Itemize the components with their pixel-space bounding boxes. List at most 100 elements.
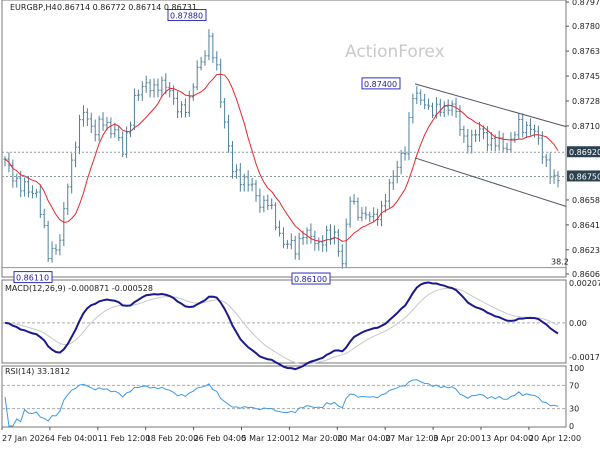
price-bar	[152, 78, 156, 98]
price-bar	[58, 234, 62, 256]
price-bar	[544, 153, 548, 167]
price-bar	[250, 177, 254, 192]
time-tick-label: 18 Feb 20:00	[146, 434, 198, 443]
rsi-axis-label: 100	[569, 364, 584, 373]
price-bar	[270, 198, 274, 210]
price-bar	[242, 173, 246, 192]
price-bar	[199, 56, 203, 71]
price-bar	[360, 207, 364, 222]
price-bar	[462, 125, 466, 143]
price-annotation-box	[167, 9, 207, 22]
macd-axis-label: -0.001778	[569, 353, 600, 362]
price-bar	[399, 150, 403, 175]
price-bar	[211, 32, 215, 63]
price-tick-label: 0.87105	[572, 122, 600, 131]
price-bar	[93, 119, 97, 142]
price-bar	[348, 196, 352, 228]
time-tick-label: 13 Apr 04:00	[481, 434, 533, 443]
price-bar	[415, 86, 419, 105]
time-tick-label: 3 Apr 20:00	[433, 434, 480, 443]
price-bar	[219, 58, 223, 109]
pane-frame-1	[1, 279, 567, 364]
price-bar	[238, 163, 242, 192]
price-bar	[230, 141, 234, 179]
price-bar	[81, 105, 85, 127]
time-tick-label: 20 Mar 04:00	[337, 434, 390, 443]
price-bar	[403, 146, 407, 161]
price-bar	[297, 232, 301, 261]
price-bar	[289, 233, 293, 250]
price-bar	[356, 197, 360, 221]
price-bar	[427, 98, 431, 110]
price-bar	[497, 130, 501, 151]
price-bar	[505, 142, 509, 154]
price-bar	[407, 112, 411, 161]
price-bar	[352, 194, 356, 205]
rsi-axis-label: 30	[569, 405, 579, 414]
price-bar	[309, 223, 313, 244]
price-annotation-box	[361, 77, 401, 90]
rsi-axis-label: 70	[569, 381, 579, 390]
price-bar	[11, 159, 15, 188]
watermark: ActionForex	[345, 42, 445, 62]
price-bar	[140, 81, 144, 101]
price-bar	[176, 91, 180, 118]
price-bar	[254, 179, 258, 202]
macd-axis-label: 0.00	[569, 319, 587, 328]
price-bar	[160, 76, 164, 98]
price-bar	[548, 153, 552, 185]
price-bar	[203, 50, 207, 66]
macd-line	[4, 281, 559, 371]
channel-lower-line	[414, 157, 567, 207]
symbol-label: EURGBP,H4	[10, 3, 57, 12]
macd-title: MACD(12,26,9) -0.000871 -0.000528	[5, 284, 153, 293]
price-bar	[419, 89, 423, 106]
pane-frame-0	[1, 0, 567, 278]
price-bar	[376, 208, 380, 226]
price-bar	[136, 89, 140, 101]
price-bar	[313, 230, 317, 251]
price-bar	[368, 211, 372, 222]
price-bar	[227, 114, 231, 153]
time-tick-label: 5 Mar 12:00	[242, 434, 290, 443]
price-annotation-box	[13, 271, 53, 284]
price-bar	[223, 97, 227, 129]
price-bar	[325, 225, 329, 252]
price-bar	[117, 125, 121, 142]
price-bar	[274, 202, 278, 231]
price-bar	[207, 29, 211, 61]
time-tick-label: 12 Mar 20:00	[289, 434, 342, 443]
price-bar	[321, 235, 325, 252]
time-tick-label: 27 Mar 12:00	[385, 434, 438, 443]
price-bar	[281, 227, 285, 249]
time-tick-label: 20 Apr 12:00	[529, 434, 581, 443]
price-bar	[3, 156, 7, 167]
moving-average-line	[4, 73, 559, 242]
time-tick-label: 4 Feb 04:00	[50, 434, 97, 443]
price-bar	[450, 100, 454, 117]
price-bar	[62, 202, 66, 247]
price-bar	[70, 153, 74, 194]
price-tick-label: 0.87805	[572, 22, 600, 31]
price-bar	[383, 194, 387, 213]
price-bar	[387, 178, 391, 209]
price-bar	[132, 88, 136, 131]
price-bar	[156, 78, 160, 98]
price-annotation-box	[291, 272, 331, 285]
price-bar	[97, 115, 101, 141]
price-bar	[262, 195, 266, 213]
price-bar	[215, 51, 219, 71]
price-bar	[258, 188, 262, 213]
price-tag	[567, 146, 600, 158]
price-bar	[74, 141, 78, 168]
price-bar	[501, 132, 505, 153]
price-bar	[19, 171, 23, 198]
price-bar	[179, 101, 183, 118]
price-bar	[168, 82, 172, 98]
price-bar	[532, 124, 536, 138]
price-bar	[446, 99, 450, 116]
price-bar	[78, 114, 82, 155]
